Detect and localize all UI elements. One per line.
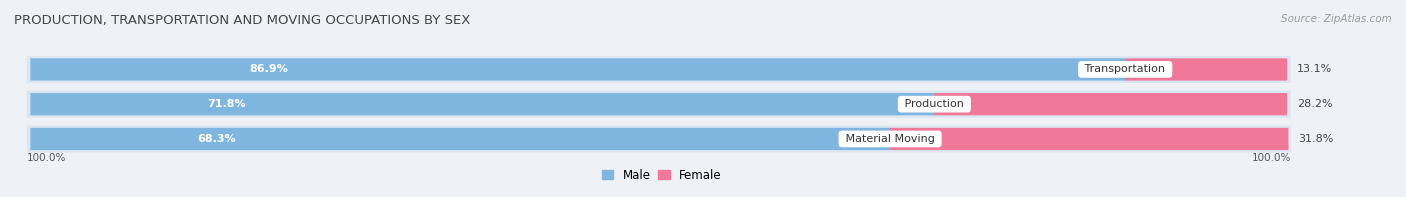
FancyBboxPatch shape [31,93,935,115]
Text: 71.8%: 71.8% [207,99,246,109]
Legend: Male, Female: Male, Female [602,169,721,182]
Text: Transportation: Transportation [1081,64,1168,74]
FancyBboxPatch shape [27,56,1291,83]
Text: 68.3%: 68.3% [197,134,236,144]
Text: 86.9%: 86.9% [249,64,288,74]
Text: 100.0%: 100.0% [27,153,66,163]
FancyBboxPatch shape [31,58,1125,81]
FancyBboxPatch shape [27,91,1291,118]
FancyBboxPatch shape [890,128,1288,150]
FancyBboxPatch shape [27,125,1291,152]
FancyBboxPatch shape [934,93,1286,115]
Text: Source: ZipAtlas.com: Source: ZipAtlas.com [1281,14,1392,24]
Text: 28.2%: 28.2% [1298,99,1333,109]
Text: 31.8%: 31.8% [1298,134,1334,144]
FancyBboxPatch shape [1125,58,1286,81]
Text: Production: Production [901,99,967,109]
Text: 100.0%: 100.0% [1251,153,1291,163]
FancyBboxPatch shape [31,128,890,150]
Text: Material Moving: Material Moving [842,134,938,144]
Text: PRODUCTION, TRANSPORTATION AND MOVING OCCUPATIONS BY SEX: PRODUCTION, TRANSPORTATION AND MOVING OC… [14,14,471,27]
Text: 13.1%: 13.1% [1298,64,1333,74]
